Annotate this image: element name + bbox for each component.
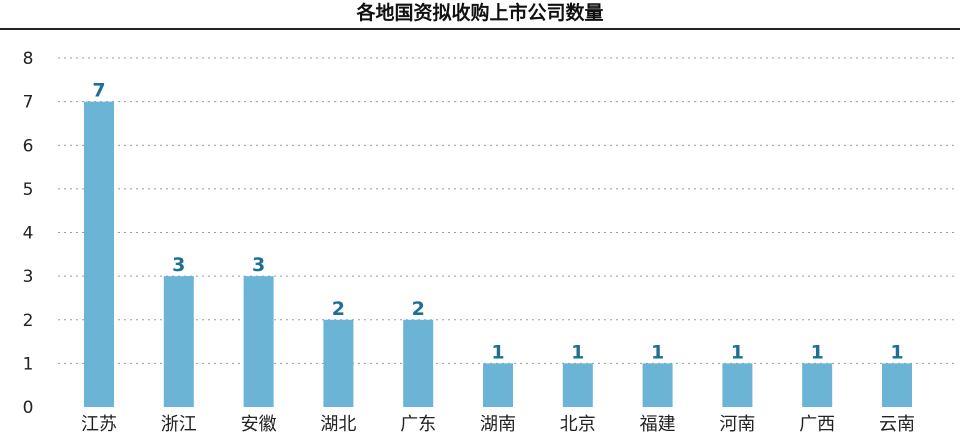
bar-河南 [722, 363, 753, 407]
y-tick-label: 6 [23, 136, 34, 156]
data-label: 7 [92, 80, 105, 102]
bars [84, 101, 912, 407]
y-tick-label: 8 [23, 49, 34, 69]
x-axis-categories: 江苏 浙江 安徽 湖北 广东 湖南 北京 福建 河南 广西 云南 [81, 414, 915, 435]
bar-湖南 [483, 363, 513, 407]
data-label: 2 [332, 298, 345, 320]
x-category-label: 浙江 [161, 414, 197, 435]
data-label: 1 [491, 341, 504, 363]
y-tick-label: 1 [23, 354, 34, 374]
bar-安徽 [243, 276, 274, 407]
data-label: 1 [571, 341, 584, 363]
data-label: 2 [412, 298, 425, 320]
x-category-label: 安徽 [241, 414, 277, 435]
y-tick-label: 4 [23, 224, 34, 244]
y-tick-label: 5 [23, 180, 34, 200]
data-label: 1 [811, 341, 824, 363]
data-label: 1 [890, 341, 903, 363]
x-category-label: 福建 [640, 414, 676, 435]
x-category-label: 广西 [799, 414, 835, 435]
y-tick-label: 3 [23, 267, 34, 287]
bar-湖北 [323, 319, 354, 407]
x-category-label: 广东 [400, 414, 436, 435]
bar-北京 [562, 363, 593, 407]
data-label: 1 [731, 341, 744, 363]
chart-title: 各地国资拟收购上市公司数量 [356, 2, 604, 24]
x-category-label: 江苏 [81, 414, 117, 435]
y-axis-ticks: 0 1 2 3 4 5 6 7 8 [23, 49, 34, 418]
bar-云南 [882, 363, 912, 407]
bar-福建 [642, 363, 673, 407]
data-labels: 7 3 3 2 2 1 1 1 1 1 1 [92, 80, 903, 364]
x-category-label: 河南 [719, 414, 755, 435]
data-label: 3 [172, 254, 185, 276]
y-tick-label: 2 [23, 311, 34, 331]
x-category-label: 北京 [560, 414, 596, 435]
x-category-label: 湖北 [320, 414, 356, 435]
bar-广西 [802, 363, 833, 407]
x-category-label: 湖南 [480, 414, 516, 435]
data-label: 1 [651, 341, 664, 363]
data-label: 3 [252, 254, 265, 276]
x-category-label: 云南 [879, 414, 915, 435]
gridlines [58, 57, 958, 364]
bar-浙江 [163, 276, 194, 407]
y-tick-label: 7 [23, 93, 34, 113]
bar-江苏 [84, 101, 114, 407]
title-divider [0, 28, 960, 30]
bar-广东 [403, 319, 434, 407]
y-tick-label: 0 [23, 398, 34, 418]
